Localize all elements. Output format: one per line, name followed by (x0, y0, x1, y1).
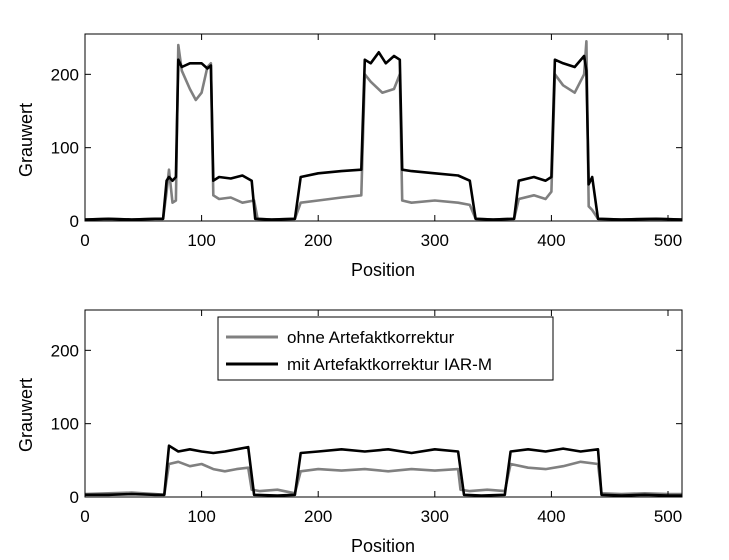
chart-top-xtick-label-3: 300 (421, 231, 449, 250)
chart-top-xtick-label-1: 100 (187, 231, 215, 250)
chart-top-series-0 (84, 39, 683, 221)
chart-top-ytick-label-2: 200 (51, 65, 79, 84)
chart-bottom-ticks: 0 100 200 300 400 500 0 100 200 (51, 310, 682, 526)
chart-bottom-xtick-label-5: 500 (654, 507, 682, 526)
chart-bottom: 0 100 200 300 400 500 0 100 200 Position Grauwer… (16, 309, 683, 556)
chart-top-ylabel: Grauwert (16, 103, 36, 177)
chart-bottom-xlabel: Position (351, 536, 415, 556)
chart-top-series-1 (84, 50, 683, 221)
chart-bottom-xtick-label-3: 300 (421, 507, 449, 526)
chart-bottom-ylabel: Grauwert (16, 378, 36, 452)
chart-bottom-ytick-label-2: 200 (51, 341, 79, 360)
chart-top-xtick-label-0: 0 (80, 231, 89, 250)
chart-top-xlabel: Position (351, 260, 415, 280)
legend-box (217, 316, 554, 381)
chart-bottom-xtick-label-2: 200 (304, 507, 332, 526)
chart-top-series (84, 39, 683, 221)
chart-top-xtick-label-2: 200 (304, 231, 332, 250)
chart-top-ticks: 0 100 200 300 400 500 0 100 200 (51, 34, 682, 250)
chart-top-xtick-label-5: 500 (654, 231, 682, 250)
chart-top-ytick-label-0: 0 (70, 212, 79, 231)
chart-bottom-frame (84, 309, 683, 498)
chart-bottom-ytick-label-1: 100 (51, 415, 79, 434)
legend-label-ohne: ohne Artefaktkorrektur (287, 328, 455, 347)
legend-label-mit: mit Artefaktkorrektur IAR-M (287, 355, 492, 374)
chart-bottom-series-1 (85, 444, 682, 497)
chart-bottom-xtick-label-4: 400 (537, 507, 565, 526)
chart-bottom-series-0 (84, 460, 682, 497)
chart-top: 0 100 200 300 400 500 0 100 200 Position Grauwer… (16, 33, 683, 280)
chart-top-frame (84, 33, 683, 222)
chart-bottom-xtick-label-0: 0 (80, 507, 89, 526)
chart-top-xtick-label-4: 400 (537, 231, 565, 250)
chart-bottom-series (84, 444, 682, 497)
chart-top-ytick-label-1: 100 (51, 139, 79, 158)
chart-bottom-xtick-label-1: 100 (187, 507, 215, 526)
chart-bottom-ytick-label-0: 0 (70, 488, 79, 507)
legend: ohne Artefaktkorrektur mit Artefaktkorre… (217, 316, 554, 381)
